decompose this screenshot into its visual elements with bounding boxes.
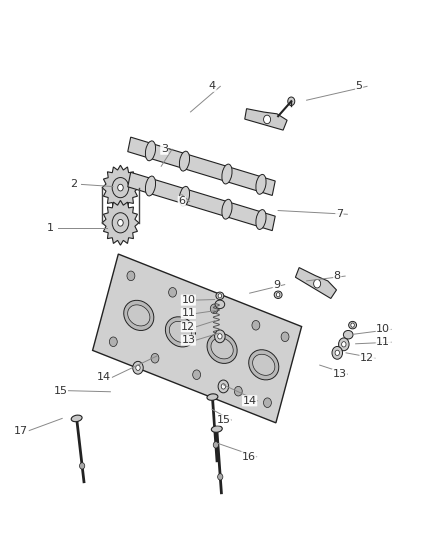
Ellipse shape <box>170 321 191 342</box>
Circle shape <box>218 380 229 393</box>
Circle shape <box>151 353 159 363</box>
Text: 8: 8 <box>334 271 341 281</box>
Text: 2: 2 <box>70 180 77 189</box>
Ellipse shape <box>343 330 353 339</box>
Text: 11: 11 <box>376 337 390 347</box>
Circle shape <box>169 287 177 297</box>
Polygon shape <box>245 109 287 130</box>
Circle shape <box>342 342 346 347</box>
Text: 3: 3 <box>161 144 168 154</box>
Circle shape <box>112 177 129 198</box>
Polygon shape <box>92 254 302 423</box>
Text: 10: 10 <box>181 295 195 305</box>
Ellipse shape <box>71 415 82 422</box>
Ellipse shape <box>222 164 232 184</box>
Text: 5: 5 <box>356 82 363 91</box>
Circle shape <box>215 330 225 343</box>
Text: 1: 1 <box>47 223 54 233</box>
Ellipse shape <box>216 292 224 300</box>
Text: 12: 12 <box>360 353 374 363</box>
Ellipse shape <box>222 199 232 219</box>
Polygon shape <box>128 172 275 231</box>
Text: 15: 15 <box>216 415 230 425</box>
Circle shape <box>112 213 129 233</box>
Polygon shape <box>296 268 336 298</box>
Circle shape <box>351 323 354 327</box>
Circle shape <box>118 184 123 191</box>
Polygon shape <box>102 165 139 210</box>
Circle shape <box>332 346 343 359</box>
Circle shape <box>193 370 201 379</box>
Circle shape <box>221 384 226 389</box>
Circle shape <box>133 361 143 374</box>
Circle shape <box>234 386 242 396</box>
Circle shape <box>210 304 218 313</box>
Circle shape <box>218 334 222 339</box>
Text: 16: 16 <box>242 452 256 462</box>
Text: 12: 12 <box>181 322 195 332</box>
Text: 10: 10 <box>376 325 390 334</box>
Ellipse shape <box>249 350 279 380</box>
Circle shape <box>335 350 339 356</box>
Circle shape <box>127 271 135 281</box>
Ellipse shape <box>274 291 282 298</box>
Text: 13: 13 <box>332 369 346 379</box>
Text: 15: 15 <box>53 386 67 395</box>
Text: 13: 13 <box>181 335 195 345</box>
Ellipse shape <box>180 151 190 171</box>
Circle shape <box>264 115 271 124</box>
Circle shape <box>213 442 219 448</box>
Ellipse shape <box>288 97 295 106</box>
Text: 14: 14 <box>97 373 111 382</box>
Ellipse shape <box>127 305 150 326</box>
Polygon shape <box>102 200 139 245</box>
Polygon shape <box>128 137 275 196</box>
Text: 4: 4 <box>209 82 216 91</box>
Text: 11: 11 <box>181 309 195 318</box>
Text: 6: 6 <box>178 197 185 206</box>
Text: 7: 7 <box>336 209 343 219</box>
Ellipse shape <box>215 300 225 309</box>
Circle shape <box>110 337 117 346</box>
Ellipse shape <box>256 174 266 194</box>
Circle shape <box>118 220 123 226</box>
Ellipse shape <box>349 321 357 329</box>
Circle shape <box>218 294 222 298</box>
Circle shape <box>252 320 260 330</box>
Ellipse shape <box>256 209 266 229</box>
Ellipse shape <box>145 141 155 161</box>
Circle shape <box>136 365 140 370</box>
Ellipse shape <box>166 317 195 347</box>
Ellipse shape <box>145 176 155 196</box>
Ellipse shape <box>124 300 154 330</box>
Text: 17: 17 <box>14 426 28 435</box>
Ellipse shape <box>212 426 222 432</box>
Circle shape <box>264 398 272 408</box>
Circle shape <box>218 474 223 480</box>
Circle shape <box>314 279 321 288</box>
Text: 9: 9 <box>273 280 280 289</box>
Circle shape <box>276 293 280 297</box>
Circle shape <box>80 463 85 469</box>
Circle shape <box>281 332 289 342</box>
Ellipse shape <box>211 338 233 359</box>
Ellipse shape <box>207 333 237 364</box>
Circle shape <box>339 338 349 351</box>
Ellipse shape <box>180 187 190 206</box>
Text: 14: 14 <box>243 396 257 406</box>
Ellipse shape <box>207 394 218 400</box>
Ellipse shape <box>253 354 275 375</box>
